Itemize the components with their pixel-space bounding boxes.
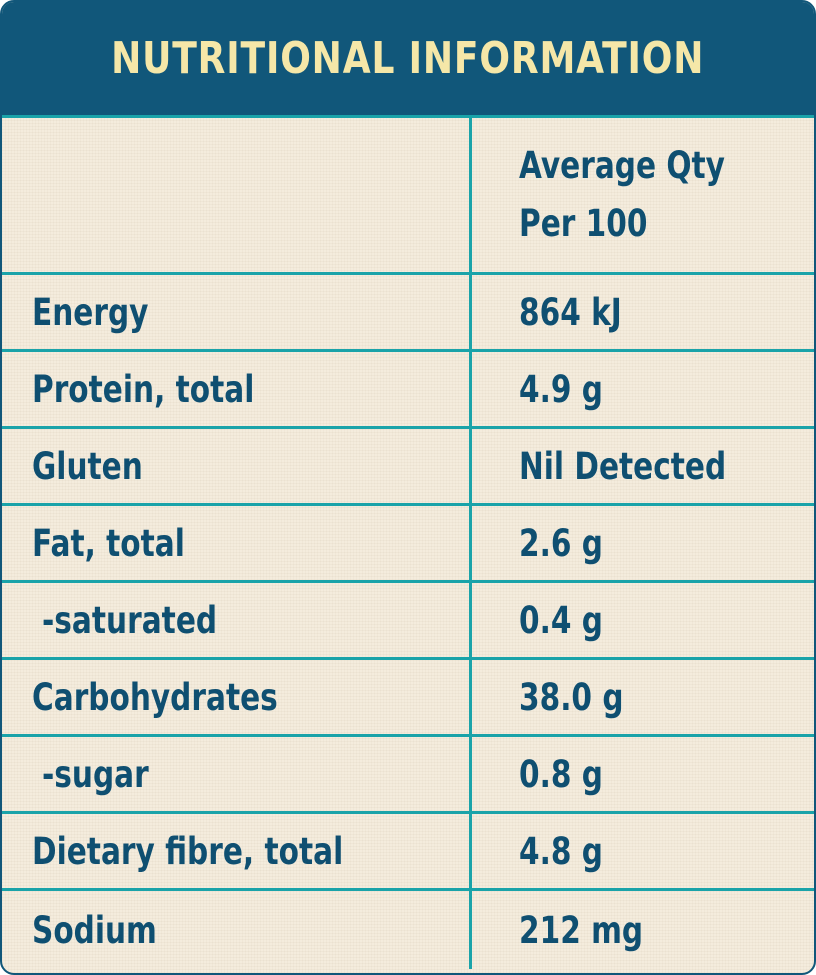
table-row: Dietary fibre, total 4.8 g: [2, 814, 814, 891]
row-label-cell: Sodium: [2, 891, 472, 969]
row-value-cell: 212 mg: [472, 891, 814, 969]
table-row: Protein, total 4.9 g: [2, 352, 814, 429]
row-value: 38.0 g: [519, 675, 624, 719]
row-value: 0.4 g: [519, 598, 603, 642]
row-label-cell: Dietary fibre, total: [2, 814, 472, 888]
row-label: Dietary fibre, total: [32, 829, 344, 873]
header-label-cell: [2, 118, 472, 272]
row-label-cell: Carbohydrates: [2, 660, 472, 734]
header-value-line2: Per 100: [519, 202, 648, 245]
row-value: 0.8 g: [519, 752, 603, 796]
table-row: Gluten Nil Detected: [2, 429, 814, 506]
row-value: 4.8 g: [519, 829, 603, 873]
table-row: -saturated 0.4 g: [2, 583, 814, 660]
table-header-row: Average Qty Per 100: [2, 118, 814, 275]
row-value-cell: 0.8 g: [472, 737, 814, 811]
row-label: -saturated: [42, 598, 218, 642]
row-label-cell: -sugar: [2, 737, 472, 811]
row-value: Nil Detected: [519, 444, 727, 488]
table-row: Carbohydrates 38.0 g: [2, 660, 814, 737]
table-row: Sodium 212 mg: [2, 891, 814, 969]
header-value-cell: Average Qty Per 100: [472, 118, 814, 272]
row-value-cell: 38.0 g: [472, 660, 814, 734]
row-label-cell: -saturated: [2, 583, 472, 657]
row-label: Carbohydrates: [32, 675, 278, 719]
table-row: Fat, total 2.6 g: [2, 506, 814, 583]
row-value-cell: Nil Detected: [472, 429, 814, 503]
table-row: Energy 864 kJ: [2, 275, 814, 352]
row-label-cell: Gluten: [2, 429, 472, 503]
row-label: Gluten: [32, 444, 143, 488]
table-row: -sugar 0.8 g: [2, 737, 814, 814]
row-value: 864 kJ: [519, 290, 622, 334]
nutrition-table: Average Qty Per 100 Energy 864 kJ Protei…: [2, 115, 814, 969]
panel-title: NUTRITIONAL INFORMATION: [111, 33, 705, 84]
row-label: Fat, total: [32, 521, 185, 565]
row-label: -sugar: [42, 752, 149, 796]
row-label-cell: Energy: [2, 275, 472, 349]
row-label-cell: Protein, total: [2, 352, 472, 426]
row-label: Energy: [32, 290, 149, 334]
row-label-cell: Fat, total: [2, 506, 472, 580]
panel-header: NUTRITIONAL INFORMATION: [2, 2, 814, 115]
row-value: 212 mg: [519, 908, 644, 952]
row-value: 4.9 g: [519, 367, 603, 411]
row-value-cell: 0.4 g: [472, 583, 814, 657]
row-value: 2.6 g: [519, 521, 603, 565]
row-label: Sodium: [32, 908, 157, 952]
row-value-cell: 4.9 g: [472, 352, 814, 426]
header-value-line1: Average Qty: [519, 144, 725, 187]
row-value-cell: 2.6 g: [472, 506, 814, 580]
row-value-cell: 4.8 g: [472, 814, 814, 888]
row-label: Protein, total: [32, 367, 255, 411]
row-value-cell: 864 kJ: [472, 275, 814, 349]
